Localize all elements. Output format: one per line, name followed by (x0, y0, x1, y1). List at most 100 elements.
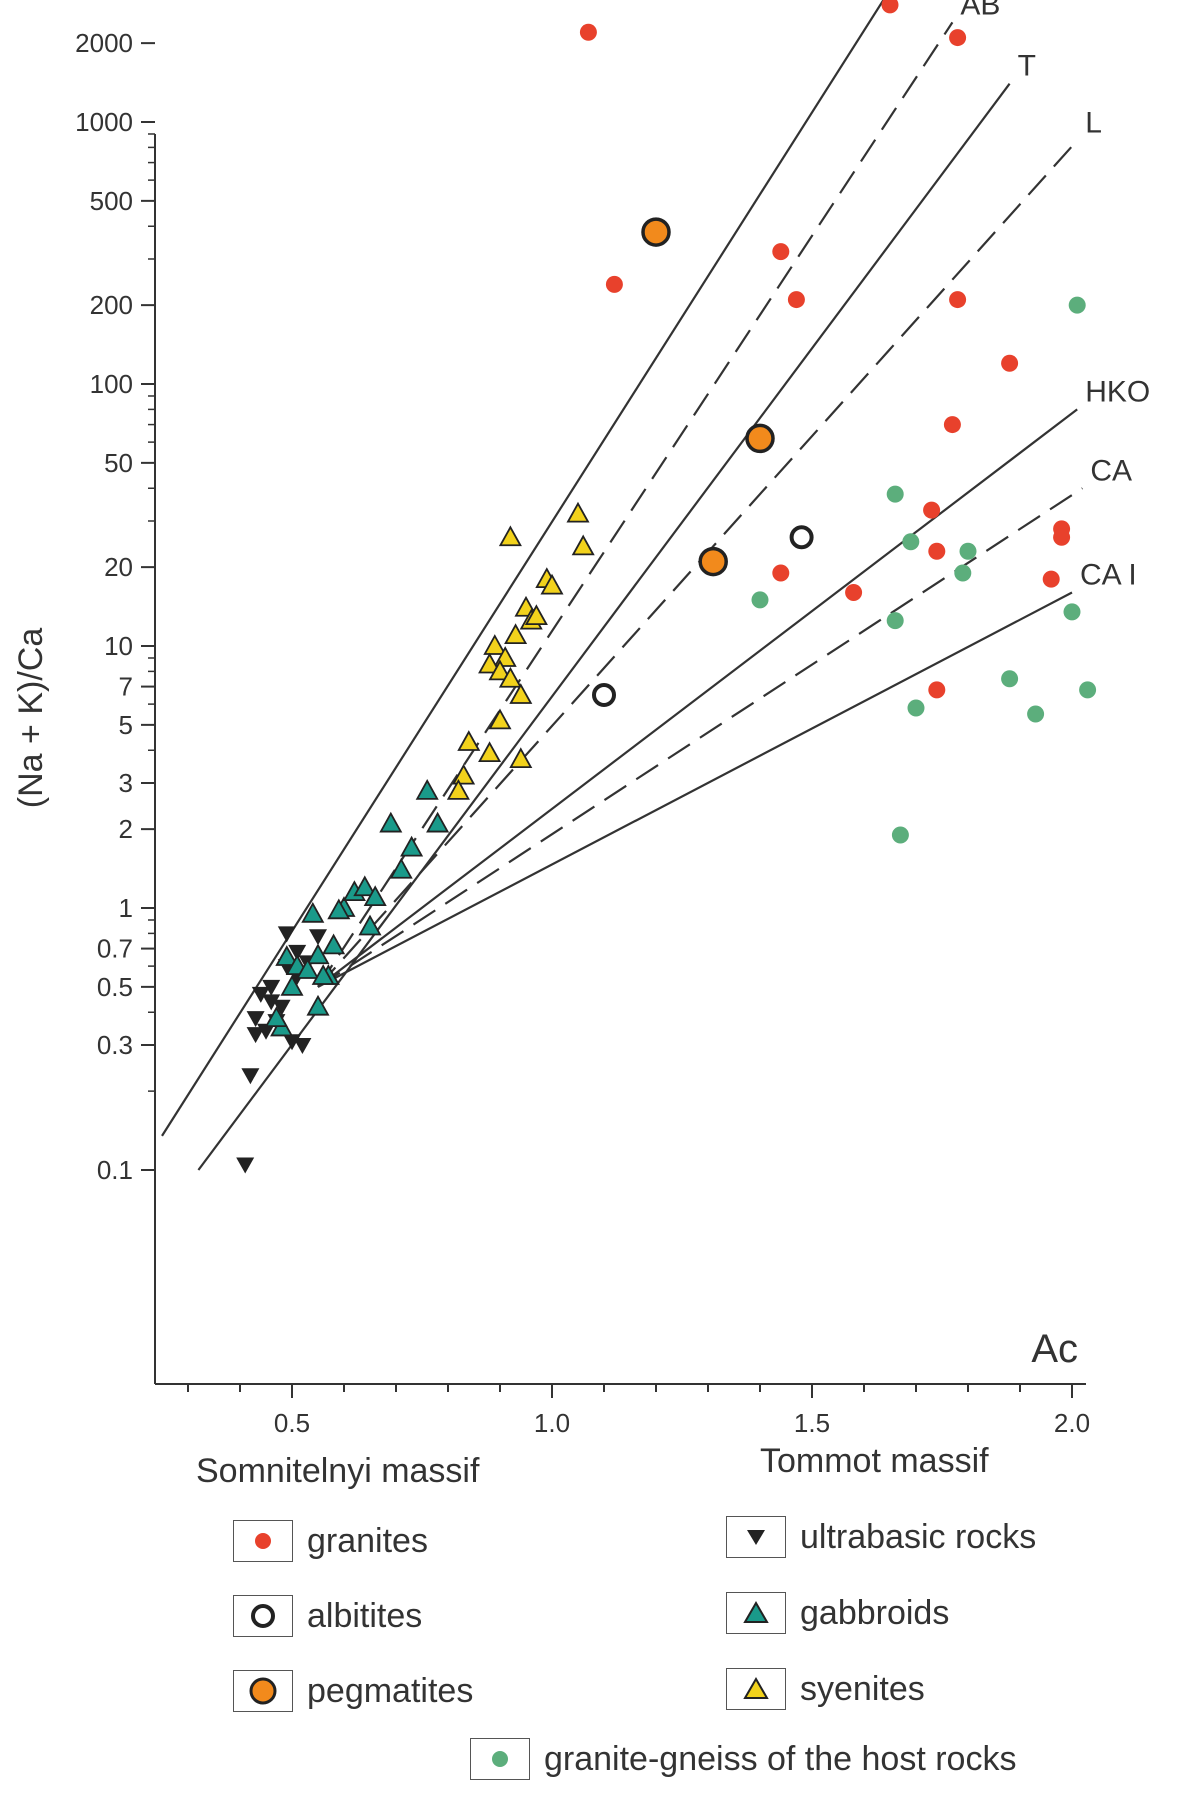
point-syenites (509, 747, 533, 769)
point-granites (1053, 528, 1071, 546)
point-granite-gneiss-of-the-host-rocks (959, 542, 977, 560)
point-gabbroids (306, 994, 330, 1016)
point-granite-gneiss-of-the-host-rocks (1079, 681, 1097, 699)
series-pegmatites (641, 217, 775, 577)
point-syenites (483, 634, 507, 655)
point-syenites (457, 730, 481, 751)
point-gabbroids (389, 857, 413, 879)
y-tick-label: 2 (119, 814, 133, 844)
point-granites (845, 584, 863, 602)
point-granite-gneiss-of-the-host-rocks (886, 612, 904, 630)
y-tick-label: 200 (90, 290, 133, 320)
point-ultrabasic-rocks (293, 1037, 312, 1054)
point-syenites (566, 501, 590, 523)
point-gabbroids (358, 914, 382, 936)
point-ultrabasic-rocks (241, 1068, 260, 1085)
y-tick-label: 100 (90, 369, 133, 399)
x-tick-label: 2.0 (1054, 1408, 1090, 1438)
point-gabbroids (306, 943, 330, 965)
reference-line-label-ca: CA (1090, 454, 1132, 487)
y-tick-label: 0.1 (97, 1155, 133, 1185)
point-gabbroids (353, 875, 377, 897)
reference-line-b1 (161, 0, 885, 1137)
series-syenites (446, 501, 595, 800)
y-axis-ticks: 0.1 0.3 0.5 0.7 1 2 3 5 7 10 20 50 100 200 500 1000 2000 (75, 28, 155, 1185)
point-albitites (592, 683, 616, 708)
point-syenites (478, 652, 502, 674)
y-tick-label: 10 (104, 631, 133, 661)
point-granite-gneiss-of-the-host-rocks (1063, 603, 1081, 621)
point-syenites (498, 666, 522, 688)
point-granites (787, 291, 805, 309)
point-syenites (498, 525, 522, 547)
series-gabbroids (264, 778, 450, 1037)
point-ultrabasic-rocks (246, 1011, 265, 1028)
point-ultrabasic-rocks (309, 929, 327, 946)
reference-line-l (317, 139, 1079, 988)
y-tick-label: 500 (90, 186, 133, 216)
point-gabbroids (400, 835, 424, 857)
reference-line-ab (317, 21, 954, 988)
point-granites (605, 275, 623, 293)
point-gabbroids (275, 945, 299, 966)
point-syenites (540, 573, 564, 595)
point-ultrabasic-rocks (277, 926, 296, 943)
point-gabbroids (327, 898, 351, 920)
point-syenites (478, 741, 502, 763)
point-ultrabasic-rocks (246, 1027, 265, 1044)
point-granites (1042, 570, 1060, 588)
x-axis-ticks: 0.5 1.0 1.5 2.0 (187, 1384, 1090, 1438)
point-gabbroids (415, 778, 439, 800)
point-granites (1001, 354, 1019, 372)
reference-line-label-hko: HKO (1085, 375, 1150, 408)
point-pegmatites (698, 546, 728, 577)
y-tick-label: 0.5 (97, 972, 133, 1002)
point-ultrabasic-rocks (262, 979, 281, 996)
point-pegmatites (745, 423, 775, 454)
point-ultrabasic-rocks (251, 986, 270, 1003)
point-syenites (446, 778, 470, 800)
point-ultrabasic-rocks (288, 944, 307, 961)
point-pegmatites (641, 217, 671, 247)
data-points (236, 0, 1097, 1174)
point-gabbroids (264, 1006, 288, 1027)
point-ultrabasic-rocks (262, 994, 281, 1011)
series-albitites (592, 525, 814, 708)
point-granite-gneiss-of-the-host-rocks (1027, 705, 1045, 723)
point-syenites (524, 604, 548, 626)
point-gabbroids (301, 901, 325, 923)
y-axis-title: (Na + K)/Ca (12, 628, 50, 809)
point-granites (772, 243, 790, 261)
point-granite-gneiss-of-the-host-rocks (907, 699, 925, 717)
x-tick-label: 1.0 (534, 1408, 570, 1438)
point-granites (943, 416, 961, 434)
point-granite-gneiss-of-the-host-rocks (751, 591, 769, 609)
reference-line-ca-i (317, 591, 1073, 988)
x-axis-title: Ac (1031, 1327, 1078, 1371)
reference-line-hko (317, 408, 1078, 988)
point-ultrabasic-rocks (236, 1157, 255, 1174)
point-gabbroids (426, 811, 450, 833)
point-gabbroids (296, 958, 320, 979)
y-tick-label: 1 (119, 893, 133, 923)
point-granite-gneiss-of-the-host-rocks (902, 533, 920, 551)
point-gabbroids (322, 933, 346, 955)
point-granite-gneiss-of-the-host-rocks (891, 826, 909, 844)
point-syenites (452, 763, 476, 785)
reference-line-labels: B1ABTLHKOCACA I (960, 0, 1150, 592)
y-tick-label: 0.7 (97, 934, 133, 964)
point-granites (928, 542, 946, 560)
point-granites (949, 29, 967, 47)
series-granites (579, 0, 1071, 699)
point-granites (772, 564, 790, 582)
y-tick-label: 5 (119, 710, 133, 740)
point-gabbroids (379, 811, 403, 833)
point-gabbroids (311, 964, 335, 985)
point-syenites (488, 659, 512, 681)
point-syenites (509, 683, 533, 704)
x-tick-label: 0.5 (274, 1408, 310, 1438)
reference-line-t (197, 83, 1011, 1171)
point-ultrabasic-rocks (272, 999, 291, 1016)
y-tick-label: 50 (104, 448, 133, 478)
